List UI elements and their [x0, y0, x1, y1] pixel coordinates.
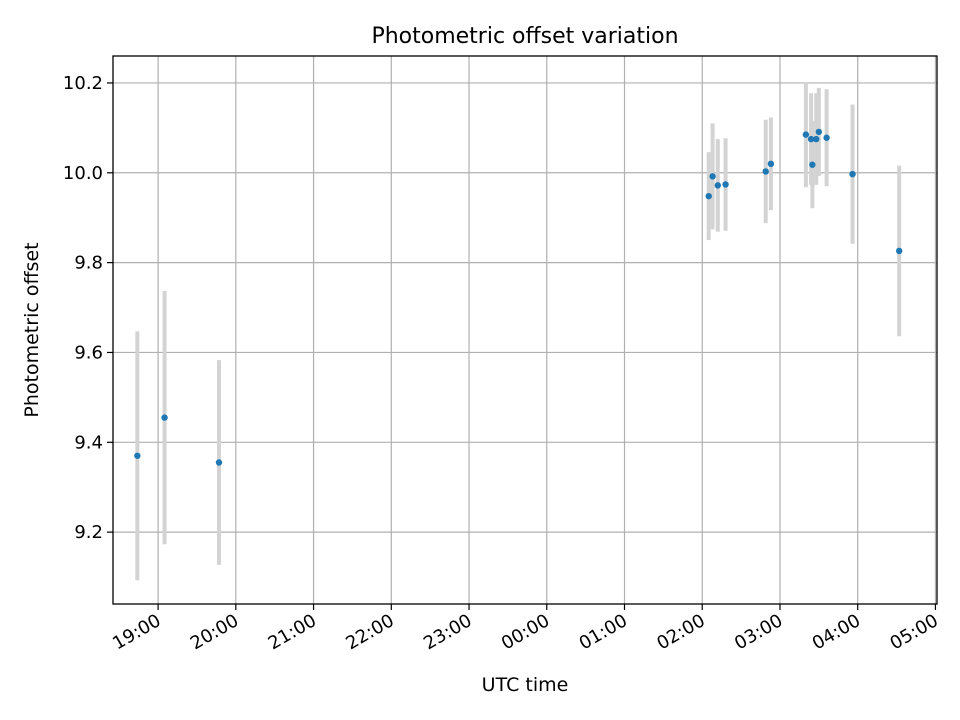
x-tick-label: 19:00 [109, 610, 164, 654]
data-point [161, 414, 168, 421]
x-tick-label: 01:00 [576, 610, 631, 654]
data-point [813, 135, 820, 143]
x-axis-ticks: 19:00 20:00 21:00 22:00 23:00 00:00 01:00 02:00… [109, 604, 942, 654]
chart-title: Photometric offset variation [371, 24, 678, 49]
y-axis-label: Photometric offset [21, 242, 43, 417]
data-point [849, 170, 856, 178]
data-point [134, 452, 141, 459]
x-tick-label: 20:00 [187, 610, 242, 654]
y-tick-label: 10.0 [63, 163, 103, 184]
data-point [895, 247, 903, 255]
data-point [802, 131, 810, 138]
data-point [215, 459, 223, 466]
x-tick-label: 23:00 [420, 610, 475, 654]
error-bars [135, 82, 902, 581]
y-tick-label: 9.8 [74, 253, 103, 274]
y-tick-label: 9.4 [74, 432, 103, 453]
data-point [807, 135, 815, 143]
x-tick-label: 03:00 [731, 610, 786, 654]
data-point [705, 192, 712, 200]
data-point [815, 128, 823, 136]
y-tick-label: 10.2 [63, 73, 103, 94]
x-tick-label: 02:00 [653, 610, 708, 654]
y-tick-label: 9.2 [74, 522, 103, 543]
y-axis-ticks: 9.2 9.4 9.6 9.8 10.0 10.2 [63, 73, 113, 543]
x-tick-label: 04:00 [809, 610, 864, 654]
plot-frame [112, 55, 938, 605]
data-point [767, 160, 775, 168]
data-point [722, 181, 729, 188]
data-point [709, 173, 716, 180]
data-point [823, 134, 830, 141]
y-tick-label: 9.6 [74, 342, 103, 363]
data-point [714, 182, 721, 189]
x-tick-label: 21:00 [265, 610, 320, 654]
data-point [809, 161, 816, 168]
data-point [762, 168, 769, 175]
x-axis-label: UTC time [482, 674, 569, 696]
x-tick-label: 22:00 [342, 610, 397, 654]
grid-lines [113, 56, 937, 604]
data-points [134, 128, 903, 466]
x-tick-label: 05:00 [887, 610, 942, 654]
x-tick-label: 00:00 [498, 610, 553, 654]
